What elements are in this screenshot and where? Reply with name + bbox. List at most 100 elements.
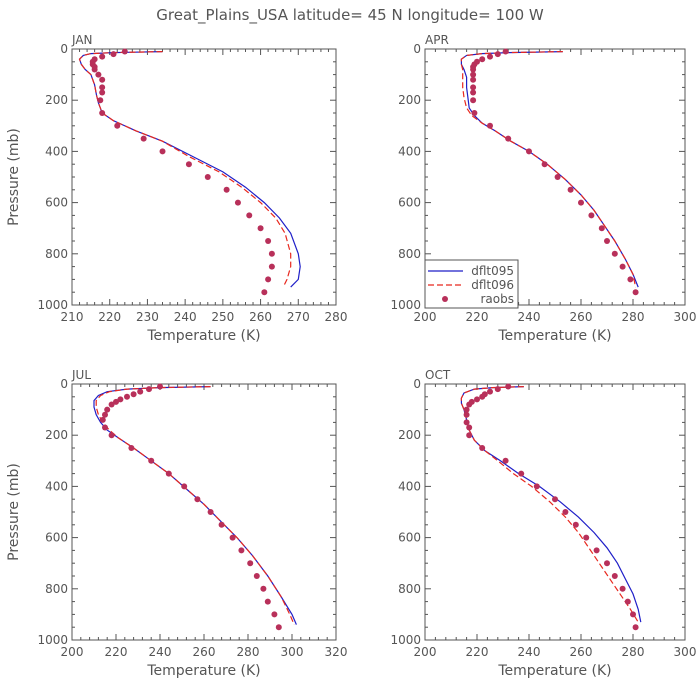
x-tick-label: 240: [149, 645, 172, 659]
raobs-point: [526, 148, 532, 155]
raobs-point: [137, 388, 144, 395]
raobs-point: [165, 470, 172, 477]
raobs-point: [181, 483, 188, 490]
raobs-point: [140, 135, 147, 142]
raobs-point: [479, 445, 486, 451]
raobs-point: [128, 445, 135, 451]
raobs-point: [247, 560, 254, 567]
legend-item-raobs: raobs: [442, 292, 514, 306]
plot-frame: [71, 383, 337, 641]
raobs-point: [121, 48, 128, 55]
y-tick-label: 200: [45, 93, 68, 107]
raobs-point: [578, 199, 584, 206]
raobs-point: [268, 250, 275, 257]
plot-frame: [71, 48, 337, 306]
x-tick-label: 200: [414, 645, 437, 659]
raobs-point: [218, 521, 225, 528]
chart-panel-oct: 200 220 240 260 280 300 0 200 400 600 800 1000 OCT Te…: [390, 368, 696, 679]
x-tick-label: 260: [193, 645, 216, 659]
raobs-point: [487, 53, 493, 60]
series-line-dflt096: [460, 386, 639, 623]
raobs-point: [108, 432, 115, 439]
x-tick-label: 300: [674, 310, 697, 324]
legend-label: raobs: [481, 292, 515, 306]
x-tick-label: 320: [325, 645, 348, 659]
raobs-point: [204, 174, 211, 180]
y-tick-label: 0: [60, 377, 68, 391]
raobs-point: [552, 496, 558, 503]
y-tick-label: 400: [45, 479, 68, 493]
x-tick-label: 200: [61, 645, 84, 659]
x-tick-label: 280: [622, 645, 645, 659]
raobs-point: [157, 383, 163, 390]
raobs-point: [632, 624, 639, 631]
y-tick-label: 800: [398, 582, 421, 596]
raobs-point: [554, 174, 561, 180]
raobs-point: [264, 598, 271, 605]
chart-panels: 210 220 230 240 250 260 270 280 0 200 400 600 800 100…: [6, 33, 696, 679]
raobs-point: [99, 110, 106, 116]
legend-item-dflt095: dflt095: [428, 264, 514, 278]
x-axis-label: Temperature (K): [146, 663, 260, 679]
raobs-point: [194, 496, 201, 503]
legend-label: dflt096: [471, 278, 514, 292]
raobs-point: [185, 161, 192, 168]
x-tick-label: 210: [61, 310, 84, 324]
y-tick-label: 800: [45, 582, 68, 596]
raobs-point: [470, 66, 477, 73]
chart-panel-jul: 200 220 240 260 280 300 320 0 200 400 600 800 1000 JU…: [6, 368, 347, 679]
raobs-point: [463, 419, 470, 426]
x-tick-label: 280: [622, 310, 645, 324]
panel-title: OCT: [425, 368, 451, 382]
y-tick-label: 200: [398, 93, 421, 107]
panel-title: JAN: [71, 33, 93, 47]
x-tick-label: 300: [674, 645, 697, 659]
x-tick-label: 260: [570, 645, 593, 659]
raobs-point: [505, 135, 512, 142]
x-tick-label: 230: [136, 310, 159, 324]
x-tick-label: 240: [518, 645, 541, 659]
raobs-point: [95, 71, 102, 78]
raobs-point: [611, 250, 618, 257]
y-axis-label: Pressure (mb): [6, 463, 22, 561]
raobs-point: [494, 386, 501, 393]
x-tick-label: 220: [466, 645, 489, 659]
raobs-point: [487, 122, 493, 129]
y-tick-label: 800: [398, 247, 421, 261]
raobs-point: [113, 398, 119, 405]
x-tick-label: 250: [211, 310, 234, 324]
raobs-point: [130, 391, 137, 398]
raobs-point: [533, 483, 540, 490]
y-tick-label: 600: [45, 196, 68, 210]
raobs-point: [99, 84, 106, 91]
raobs-point: [487, 388, 493, 395]
raobs-point: [572, 521, 579, 528]
y-tick-label: 200: [398, 428, 421, 442]
raobs-point: [466, 424, 473, 431]
x-tick-label: 220: [466, 310, 489, 324]
raobs-point: [470, 97, 477, 104]
raobs-point: [261, 289, 268, 296]
x-axis-label: Temperature (K): [146, 328, 260, 344]
raobs-point: [470, 89, 477, 96]
raobs-point: [268, 263, 275, 270]
raobs-point: [91, 66, 98, 73]
raobs-point: [479, 56, 486, 63]
raobs-point: [260, 585, 267, 592]
x-axis-label: Temperature (K): [497, 663, 611, 679]
x-tick-label: 240: [174, 310, 197, 324]
y-tick-label: 0: [413, 42, 421, 56]
raobs-point: [238, 547, 245, 554]
raobs-point: [494, 51, 501, 58]
raobs-point: [265, 276, 272, 283]
raobs-point: [632, 289, 639, 296]
x-axis-label: Temperature (K): [497, 328, 611, 344]
x-tick-label: 220: [98, 310, 121, 324]
x-tick-label: 200: [414, 310, 437, 324]
legend-item-dflt096: dflt096: [428, 278, 514, 292]
raobs-point: [271, 611, 278, 618]
raobs-point: [463, 406, 470, 413]
x-tick-label: 260: [249, 310, 272, 324]
